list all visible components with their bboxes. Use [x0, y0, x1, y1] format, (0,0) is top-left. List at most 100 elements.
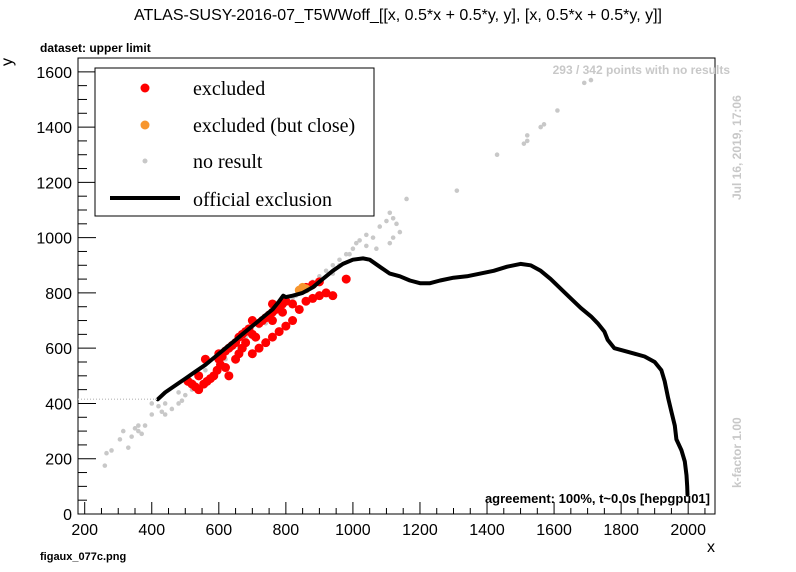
- excluded-point: [254, 343, 264, 353]
- noresult-point: [350, 246, 356, 251]
- legend-label-close: excluded (but close): [193, 115, 355, 137]
- y-tick-label: 200: [45, 452, 72, 469]
- y-tick-label: 1600: [36, 65, 72, 82]
- x-tick-label: 1800: [603, 522, 639, 539]
- agreement-annotation: agreement: 100%, t~0.0s [hepgpu01]: [485, 491, 710, 506]
- axes: 200 400 600 800 1000 1200 1400 1600 1800 20000200…: [36, 57, 706, 539]
- chart-title: ATLAS-SUSY-2016-07_T5WWoff_[[x, 0.5*x + …: [134, 7, 662, 24]
- excluded-point: [328, 291, 338, 301]
- no-results-annotation: 293 / 342 points with no results: [553, 63, 731, 77]
- noresult-point: [176, 401, 181, 406]
- legend-label-official: official exclusion: [193, 189, 332, 211]
- noresult-point: [139, 431, 144, 437]
- noresult-point: [120, 428, 126, 434]
- noresult-point: [588, 77, 594, 83]
- y-tick-label: 1000: [36, 231, 72, 248]
- y-tick-label: 400: [45, 396, 72, 413]
- excluded-point: [274, 327, 284, 337]
- noresult-point: [149, 412, 155, 417]
- excluded-point: [288, 299, 298, 309]
- y-tick-label: 600: [45, 341, 72, 358]
- excluded-point: [288, 316, 298, 326]
- noresult-point: [142, 423, 148, 428]
- excluded-point: [247, 349, 257, 359]
- noresult-point: [203, 367, 208, 373]
- noresult-point: [364, 243, 369, 249]
- noresult-point: [343, 251, 349, 257]
- noresult-point: [162, 401, 168, 406]
- noresult-point: [387, 210, 393, 216]
- noresult-point: [102, 463, 108, 468]
- x-tick-label: 600: [205, 522, 232, 539]
- legend-box: [94, 67, 375, 217]
- excluded-point: [221, 363, 231, 373]
- noresult-point: [159, 409, 165, 415]
- noresult-point: [390, 215, 396, 221]
- noresult-point: [136, 428, 141, 434]
- chart-subtitle: dataset: upper limit: [40, 41, 151, 55]
- noresult-point: [524, 133, 530, 138]
- y-tick-label: 1400: [36, 120, 72, 137]
- noresult-point: [524, 138, 530, 144]
- noresult-point: [104, 450, 109, 456]
- noresult-point: [404, 196, 409, 202]
- noresult-point: [109, 448, 114, 453]
- kfactor-annotation: k-factor 1.00: [730, 417, 744, 488]
- excluded-point: [267, 316, 277, 326]
- y-tick-label: 1200: [36, 175, 72, 192]
- noresult-point: [357, 238, 362, 243]
- noresult-point: [454, 188, 460, 193]
- noresult-point: [370, 235, 376, 240]
- plot-frame: [77, 57, 716, 515]
- noresult-point: [176, 390, 181, 395]
- noresult-point: [129, 434, 134, 439]
- noresult-point: [323, 268, 329, 274]
- noresult-point: [125, 445, 131, 450]
- x-tick-label: 400: [138, 522, 165, 539]
- noresult-point: [347, 251, 352, 257]
- noresult-point: [162, 412, 168, 417]
- noresult-point: [541, 122, 547, 127]
- noresult-point: [136, 423, 141, 428]
- noresult-point: [377, 224, 383, 229]
- excluded-point: [267, 332, 277, 342]
- x-axis-label: x: [707, 539, 715, 556]
- y-tick-label: 0: [63, 507, 72, 524]
- x-tick-label: 1200: [402, 522, 438, 539]
- x-tick-label: 2000: [670, 522, 706, 539]
- noresult-point: [179, 398, 185, 403]
- legend-marker-excluded: [140, 83, 150, 93]
- y-tick-label: 800: [45, 286, 72, 303]
- excluded-point: [224, 371, 234, 381]
- excluded-point: [261, 338, 271, 348]
- noresult-point: [394, 221, 399, 227]
- noresult-point: [149, 401, 155, 406]
- noresult-point: [521, 141, 527, 146]
- x-tick-label: 800: [273, 522, 300, 539]
- noresult-point: [581, 80, 587, 86]
- excluded-point: [278, 307, 288, 317]
- excluded-point: [294, 304, 304, 314]
- legend-label-excluded: excluded: [193, 78, 265, 100]
- official-exclusion-line: [78, 256, 690, 497]
- x-tick-label: 200: [71, 522, 98, 539]
- noresult-point: [117, 437, 123, 442]
- timestamp-annotation: Jul 16, 2019, 17:06: [730, 95, 744, 200]
- excluded-point: [251, 332, 261, 342]
- noresult-point: [555, 108, 560, 113]
- x-tick-label: 1000: [335, 522, 371, 539]
- x-tick-label: 1400: [469, 522, 505, 539]
- legend-marker-close: [140, 120, 150, 130]
- noresult-point: [387, 240, 393, 246]
- noresult-point: [374, 246, 379, 251]
- excluded-point: [241, 338, 251, 348]
- noresult-point: [364, 232, 369, 238]
- noresult-point: [538, 124, 543, 130]
- noresult-point: [384, 218, 389, 224]
- legend-marker-noresult: [142, 158, 148, 164]
- noresult-point: [317, 274, 322, 279]
- noresult-point: [182, 392, 188, 398]
- noresult-point: [494, 152, 500, 158]
- noresult-point: [390, 235, 396, 240]
